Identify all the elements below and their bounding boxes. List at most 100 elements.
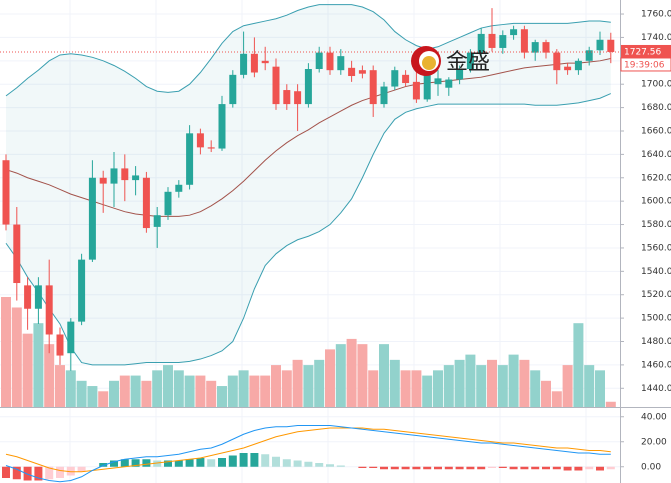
volume-bar (584, 365, 595, 407)
volume-bar (605, 401, 616, 407)
candle-body (45, 285, 53, 335)
macd-bar (239, 453, 248, 467)
macd-bar (498, 466, 507, 468)
candle-body (564, 66, 572, 71)
macd-bar (585, 466, 594, 470)
volume-bar (109, 380, 119, 407)
candle-body (304, 69, 312, 105)
macd-bar (390, 466, 399, 470)
candle-body (229, 74, 237, 105)
volume-bar (260, 375, 271, 407)
macd-bar (142, 459, 151, 467)
macd-bar (509, 466, 518, 470)
candle-body (294, 91, 302, 105)
volume-bar (249, 375, 260, 407)
macd-bar (531, 466, 540, 470)
candle-body (186, 133, 194, 185)
macd-bar (228, 455, 237, 467)
candle-body (24, 285, 32, 309)
volume-bar (141, 380, 152, 407)
candle-body (283, 90, 291, 105)
macd-bar (336, 465, 345, 467)
macd-bar (434, 466, 442, 470)
candle-body (240, 53, 248, 75)
volume-bar (11, 307, 22, 407)
volume-bar (400, 370, 411, 407)
bollinger-lower (5, 93, 611, 366)
macd-bar (552, 466, 561, 470)
macd-bar (110, 460, 118, 467)
macd-bar (131, 459, 140, 467)
macd-bar (380, 466, 388, 470)
logo-gold (422, 56, 436, 70)
y-tick-label: 1740.00 (641, 33, 671, 43)
volume-bar (227, 375, 238, 407)
macd-bar (174, 460, 183, 467)
macd-bar (23, 466, 32, 481)
volume-bar (487, 359, 497, 407)
watermark-text: 金盛 (446, 50, 490, 75)
last-price-box (621, 44, 671, 58)
volume-bar (206, 380, 217, 407)
macd-bar (99, 463, 108, 467)
macd-tick-label: 0.00 (641, 462, 661, 472)
y-tick-label: 1560.00 (641, 243, 671, 253)
volume-bar (433, 370, 443, 407)
candle-body (99, 177, 107, 184)
y-tick-label: 1760.00 (641, 10, 671, 20)
candle-body (402, 74, 410, 84)
candle-body (369, 70, 377, 105)
price-axis: 1440.00 1460.00 1480.00 1500.00 1520.00 1540.… (620, 10, 671, 472)
volume-bar (508, 354, 519, 407)
macd-bar (488, 466, 496, 468)
volume-bar (465, 354, 476, 407)
macd-bar (45, 466, 54, 480)
candle-body (412, 81, 420, 100)
macd-bar (34, 466, 43, 481)
macd-bar (218, 458, 226, 467)
candle-body (218, 104, 226, 149)
candle-body (153, 215, 161, 227)
candle-body (121, 168, 129, 181)
volume-bar (422, 375, 433, 407)
macd-bar (455, 466, 464, 470)
candle-body (348, 67, 356, 77)
volume-bar (541, 380, 551, 407)
volume-bar (573, 323, 584, 407)
macd-bar (77, 466, 86, 472)
y-tick-label: 1680.00 (641, 103, 671, 113)
y-tick-label: 1520.00 (641, 290, 671, 300)
candle-body (78, 259, 86, 322)
candle-body (13, 224, 21, 284)
candle-body (315, 52, 323, 70)
volume-bar (238, 370, 249, 407)
candle-body (142, 177, 150, 229)
volume-bar (76, 380, 87, 407)
macd-bar (207, 459, 216, 467)
volume-bar (163, 365, 173, 407)
candle-body (164, 191, 172, 216)
last-price-label: 1727.56 (624, 47, 661, 57)
macd-bar (606, 466, 615, 470)
volume-bar (443, 365, 454, 407)
candle-body (56, 334, 64, 356)
candle-body (196, 133, 204, 148)
macd-pane (2, 425, 615, 483)
volume-bar (379, 344, 389, 407)
candle-body (175, 184, 183, 192)
bollinger-middle (5, 57, 611, 217)
macd-bar (563, 466, 572, 471)
watermark: 金盛 (411, 46, 490, 76)
candle-body (466, 52, 474, 70)
macd-bar (304, 461, 313, 467)
y-tick-label: 1460.00 (641, 360, 671, 370)
candle-body (607, 39, 615, 52)
volume-bar (33, 323, 44, 407)
volume-bar (497, 365, 508, 407)
candle-body (207, 147, 215, 149)
y-tick-label: 1700.00 (641, 80, 671, 90)
macd-bar (120, 459, 129, 467)
candle-body (477, 33, 485, 53)
candle-body (358, 70, 366, 74)
